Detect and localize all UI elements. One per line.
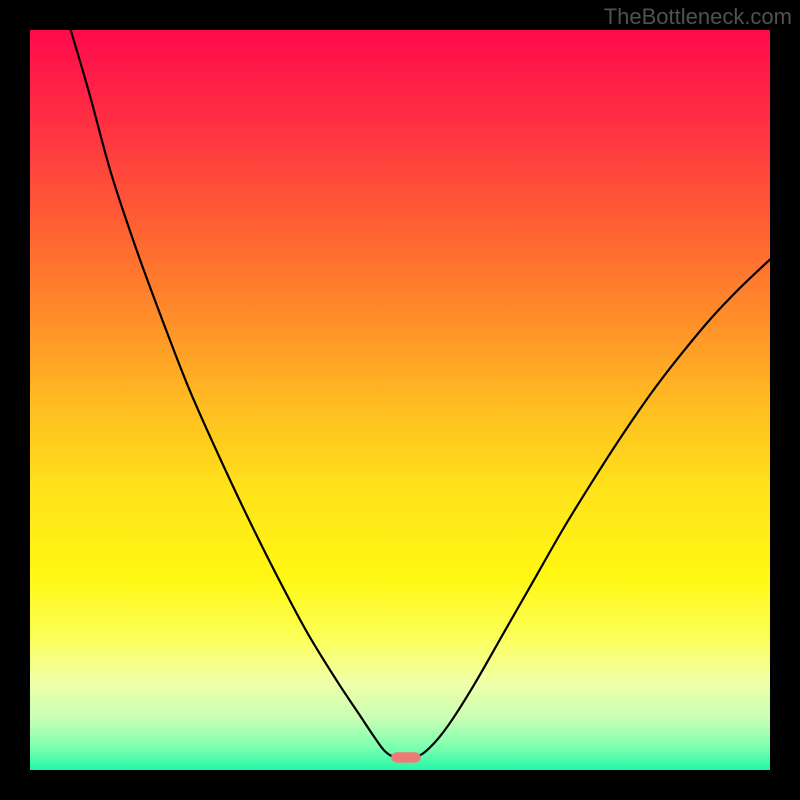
chart-container: TheBottleneck.com (0, 0, 800, 800)
optimal-marker (391, 752, 421, 762)
border-right (770, 0, 800, 800)
watermark-text: TheBottleneck.com (604, 4, 792, 30)
bottleneck-chart (0, 0, 800, 800)
border-left (0, 0, 30, 800)
border-bottom (0, 770, 800, 800)
plot-background (30, 30, 770, 770)
